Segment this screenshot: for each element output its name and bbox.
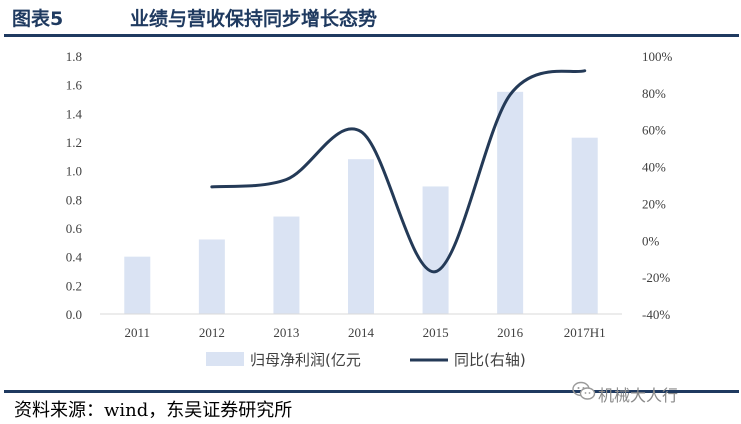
bar-2015 (422, 186, 449, 314)
x-tick-label: 2015 (423, 325, 449, 340)
bar-2011 (124, 256, 151, 314)
line-yoy (210, 69, 587, 274)
wechat-icon (572, 381, 596, 400)
chart: 0.0 0.2 0.4 0.6 0.8 1.0 1.2 1.4 1.6 1.8 -40% -20% 0%… (66, 49, 673, 369)
y-left-tick-label: 0.6 (66, 221, 83, 236)
y-left-tick-label: 1.4 (66, 106, 83, 121)
x-tick-label: 2012 (199, 325, 225, 340)
figure-number: 图表5 (12, 8, 64, 30)
y-right-tick-label: 60% (642, 123, 666, 138)
x-tick-label: 2013 (273, 325, 299, 340)
legend-label-bar: 归母净利润(亿元 (250, 351, 361, 369)
y-right-tick-label: 100% (642, 49, 673, 64)
x-tick-label: 2016 (497, 325, 524, 340)
y-left-tick-label: 1.0 (66, 164, 82, 179)
y-right-tick-label: -40% (642, 307, 670, 322)
source-note: 资料来源：wind，东吴证券研究所 (14, 400, 293, 421)
bar-2013 (273, 216, 300, 314)
y-left-tick-label: 0.4 (66, 250, 83, 265)
y-left-tick-label: 0.8 (66, 192, 82, 207)
bar-2014 (348, 159, 374, 314)
y-left-tick-label: 1.2 (66, 135, 82, 150)
y-right-tick-label: -20% (642, 270, 670, 285)
y-left-tick-label: 1.8 (66, 49, 82, 64)
x-tick-label: 2014 (348, 325, 375, 340)
bottom-rule (4, 390, 739, 393)
bar-2017H1 (571, 137, 598, 314)
y-right-tick-label: 80% (642, 86, 666, 101)
watermark: 机械大人行 (598, 386, 679, 405)
x-tick-label: 2017H1 (564, 325, 606, 340)
top-rule (4, 34, 739, 37)
legend-swatch-bar (206, 352, 244, 366)
x-tick-label: 2011 (125, 325, 151, 340)
bar-2016 (497, 91, 524, 314)
bar-2012 (198, 239, 225, 314)
y-left-tick-label: 0.2 (66, 278, 82, 293)
figure-title: 业绩与营收保持同步增长态势 (130, 8, 378, 30)
y-right-tick-label: 20% (642, 196, 666, 211)
y-right-tick-label: 40% (642, 160, 666, 175)
y-right-tick-label: 0% (642, 233, 660, 248)
y-left-tick-label: 0.0 (66, 307, 82, 322)
figure-header: 图表5 业绩与营收保持同步增长态势 (0, 0, 741, 34)
legend-label-line: 同比(右轴) (454, 351, 526, 369)
y-left-tick-label: 1.6 (66, 78, 83, 93)
